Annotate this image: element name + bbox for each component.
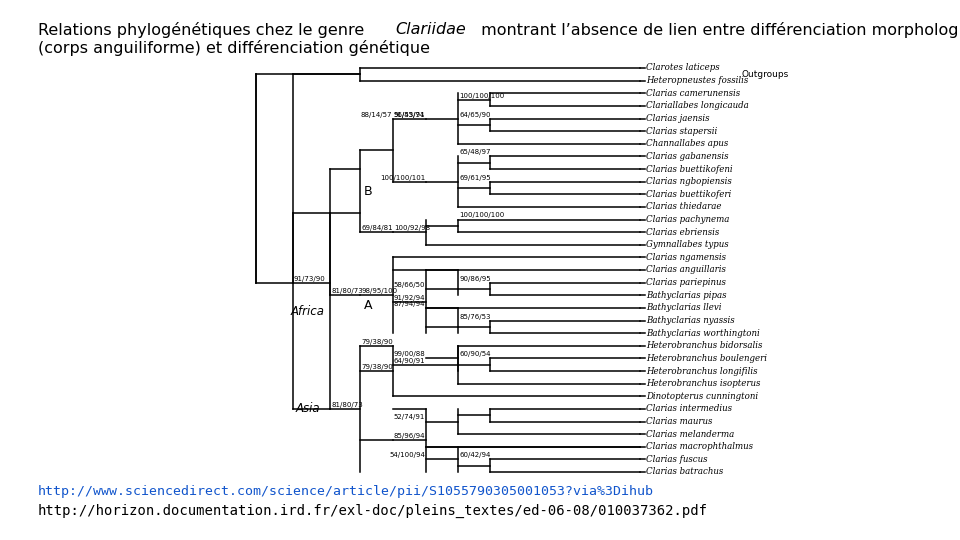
Text: Outgroups: Outgroups (741, 70, 788, 79)
Text: 64/90/91: 64/90/91 (394, 357, 425, 363)
Text: 58/66/50: 58/66/50 (394, 282, 425, 288)
Text: Bathyclarias worthingtoni: Bathyclarias worthingtoni (646, 329, 759, 338)
Text: A: A (364, 299, 372, 312)
Text: 79/38/90: 79/38/90 (361, 364, 393, 370)
Text: 91/73/90: 91/73/90 (294, 275, 325, 282)
Text: 54/100/94: 54/100/94 (389, 453, 425, 458)
Text: 64/65/90: 64/65/90 (459, 111, 491, 118)
Text: montrant l’absence de lien entre différenciation morphologique: montrant l’absence de lien entre différe… (476, 22, 960, 38)
Text: Clariidae: Clariidae (396, 22, 467, 37)
Text: Clarias buettikofeni: Clarias buettikofeni (646, 165, 732, 173)
Text: 91/92/94: 91/92/94 (394, 294, 425, 301)
Text: Clarias thiedarae: Clarias thiedarae (646, 202, 722, 211)
Text: Relations phylogénétiques chez le genre: Relations phylogénétiques chez le genre (38, 22, 370, 38)
Text: Bathyclarias nyassis: Bathyclarias nyassis (646, 316, 734, 325)
Text: Clarias ngbopiensis: Clarias ngbopiensis (646, 177, 732, 186)
Text: Clarias macrophthalmus: Clarias macrophthalmus (646, 442, 753, 451)
Text: Clarias batrachus: Clarias batrachus (646, 468, 723, 476)
Text: Clarias pachynema: Clarias pachynema (646, 215, 730, 224)
Text: 85/96/94: 85/96/94 (394, 434, 425, 440)
Text: 69/84/81: 69/84/81 (361, 225, 393, 231)
Text: 96/53/91: 96/53/91 (394, 111, 425, 118)
Text: Clarias intermedius: Clarias intermedius (646, 404, 732, 414)
Text: 60/42/94: 60/42/94 (459, 453, 491, 458)
Text: 88/14/57: 88/14/57 (361, 111, 392, 118)
Text: 100/92/98: 100/92/98 (394, 225, 430, 231)
Text: Heterobranchus boulengeri: Heterobranchus boulengeri (646, 354, 767, 363)
Text: 51/45/74: 51/45/74 (394, 111, 425, 118)
Text: 65/48/97: 65/48/97 (459, 150, 491, 156)
Text: 98/95/100: 98/95/100 (361, 288, 397, 294)
Text: Clarias camerunensis: Clarias camerunensis (646, 89, 740, 98)
Text: Clarias ebriensis: Clarias ebriensis (646, 228, 719, 237)
Text: Heterobranchus bidorsalis: Heterobranchus bidorsalis (646, 341, 762, 350)
Text: 81/80/73: 81/80/73 (331, 288, 363, 294)
Text: Channallabes apus: Channallabes apus (646, 139, 729, 148)
Text: http://www.sciencedirect.com/science/article/pii/S1055790305001053?via%3Dihub: http://www.sciencedirect.com/science/art… (38, 485, 654, 498)
Text: Gymnallabes typus: Gymnallabes typus (646, 240, 729, 249)
Text: Clarias buettikoferi: Clarias buettikoferi (646, 190, 732, 199)
Text: Heteropneustes fossilis: Heteropneustes fossilis (646, 76, 748, 85)
Text: Bathyclarias pipas: Bathyclarias pipas (646, 291, 727, 300)
Text: Heterobranchus isopterus: Heterobranchus isopterus (646, 379, 760, 388)
Text: Africa: Africa (291, 305, 325, 318)
Text: Clarias fuscus: Clarias fuscus (646, 455, 708, 464)
Text: Clarias anguillaris: Clarias anguillaris (646, 266, 726, 274)
Text: Clarias maurus: Clarias maurus (646, 417, 712, 426)
Text: 100/100/100: 100/100/100 (459, 213, 504, 219)
Text: 81/80/73: 81/80/73 (331, 402, 363, 408)
Text: 100/100/100: 100/100/100 (459, 92, 504, 99)
Text: 60/90/54: 60/90/54 (459, 352, 491, 357)
Text: Dinotopterus cunningtoni: Dinotopterus cunningtoni (646, 392, 758, 401)
Text: 100/100/101: 100/100/101 (380, 174, 425, 180)
Text: Bathyclarias llevi: Bathyclarias llevi (646, 303, 722, 312)
Text: Clarias melanderma: Clarias melanderma (646, 430, 734, 438)
Text: Clariallabes longicauda: Clariallabes longicauda (646, 102, 749, 110)
Text: Clarias jaensis: Clarias jaensis (646, 114, 709, 123)
Text: Clarotes laticeps: Clarotes laticeps (646, 64, 720, 72)
Text: 99/00/88: 99/00/88 (394, 352, 425, 357)
Text: 85/76/53: 85/76/53 (459, 314, 491, 320)
Text: 90/86/95: 90/86/95 (459, 275, 491, 282)
Text: 87/94/94: 87/94/94 (394, 301, 425, 307)
Text: 79/38/90: 79/38/90 (361, 339, 393, 345)
Text: Heterobranchus longifilis: Heterobranchus longifilis (646, 367, 757, 375)
Text: Asia: Asia (296, 402, 321, 415)
Text: Clarias ngamensis: Clarias ngamensis (646, 253, 726, 262)
Text: Clarias pariepinus: Clarias pariepinus (646, 278, 726, 287)
Text: http://horizon.documentation.ird.fr/exl-doc/pleins_textes/ed-06-08/010037362.pdf: http://horizon.documentation.ird.fr/exl-… (38, 504, 708, 518)
Text: Clarias stapersii: Clarias stapersii (646, 126, 717, 136)
Text: (corps anguiliforme) et différenciation génétique: (corps anguiliforme) et différenciation … (38, 40, 430, 56)
Text: 52/74/91: 52/74/91 (394, 415, 425, 421)
Text: Clarias gabanensis: Clarias gabanensis (646, 152, 729, 161)
Text: B: B (364, 185, 372, 198)
Text: 69/61/95: 69/61/95 (459, 174, 491, 180)
